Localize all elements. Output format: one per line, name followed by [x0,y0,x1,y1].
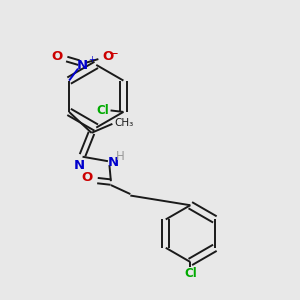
Text: Cl: Cl [184,267,197,280]
Text: O: O [102,50,113,63]
Text: O: O [52,50,63,63]
Text: O: O [82,171,93,184]
Text: N: N [77,58,88,71]
Text: −: − [109,47,118,61]
Text: N: N [74,159,85,172]
Text: H: H [116,150,125,163]
Text: CH₃: CH₃ [114,118,133,128]
Text: Cl: Cl [97,104,110,117]
Text: +: + [88,55,95,64]
Text: N: N [108,156,119,169]
